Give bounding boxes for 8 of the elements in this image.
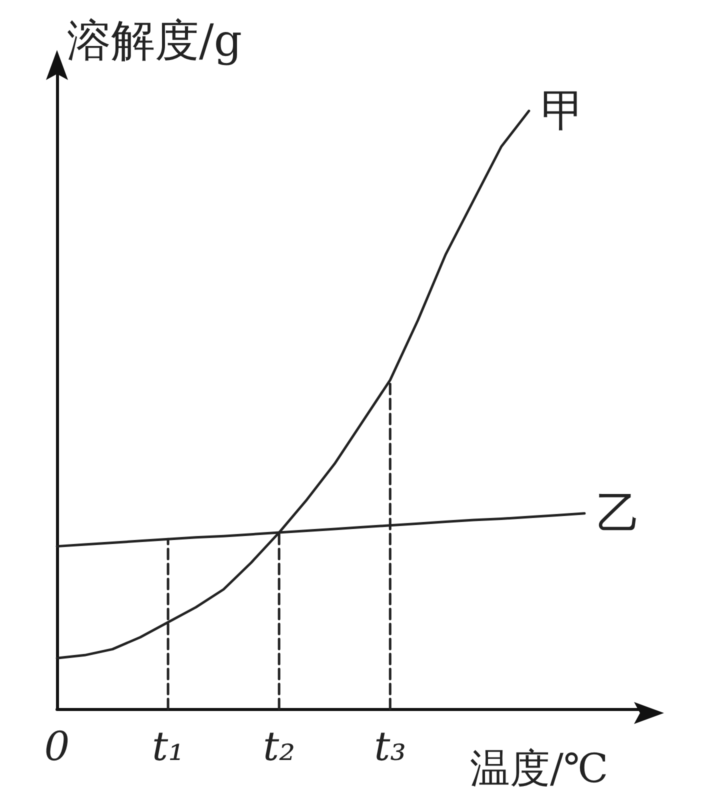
series-label: 乙 xyxy=(596,488,640,539)
x-tick-label: 0 xyxy=(44,724,70,770)
x-tick-label: t₁ xyxy=(152,724,184,770)
x-axis-title: 温度/℃ xyxy=(470,746,608,789)
series-label: 甲 xyxy=(540,85,585,136)
x-tick-label: t₃ xyxy=(374,724,406,770)
x-tick-label: t₂ xyxy=(263,724,296,770)
y-axis-title: 溶解度/g xyxy=(67,16,242,66)
